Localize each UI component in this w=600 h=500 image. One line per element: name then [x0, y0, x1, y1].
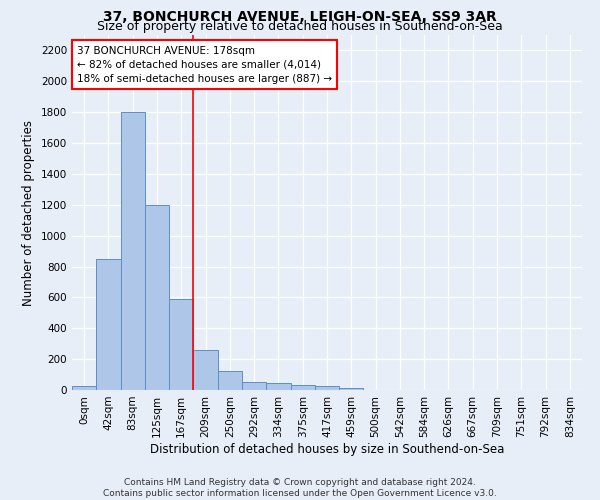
Bar: [72, 386, 96, 390]
Bar: [145, 205, 169, 390]
Text: Size of property relative to detached houses in Southend-on-Sea: Size of property relative to detached ho…: [97, 20, 503, 33]
Bar: [218, 370, 242, 390]
X-axis label: Distribution of detached houses by size in Southend-on-Sea: Distribution of detached houses by size …: [150, 442, 504, 456]
Text: 37 BONCHURCH AVENUE: 178sqm
← 82% of detached houses are smaller (4,014)
18% of : 37 BONCHURCH AVENUE: 178sqm ← 82% of det…: [77, 46, 332, 84]
Bar: [96, 259, 121, 390]
Bar: [339, 388, 364, 390]
Bar: [121, 112, 145, 390]
Text: Contains HM Land Registry data © Crown copyright and database right 2024.
Contai: Contains HM Land Registry data © Crown c…: [103, 478, 497, 498]
Bar: [193, 350, 218, 390]
Bar: [266, 382, 290, 390]
Bar: [242, 382, 266, 390]
Bar: [315, 386, 339, 390]
Text: 37, BONCHURCH AVENUE, LEIGH-ON-SEA, SS9 3AR: 37, BONCHURCH AVENUE, LEIGH-ON-SEA, SS9 …: [103, 10, 497, 24]
Bar: [169, 299, 193, 390]
Bar: [290, 385, 315, 390]
Y-axis label: Number of detached properties: Number of detached properties: [22, 120, 35, 306]
